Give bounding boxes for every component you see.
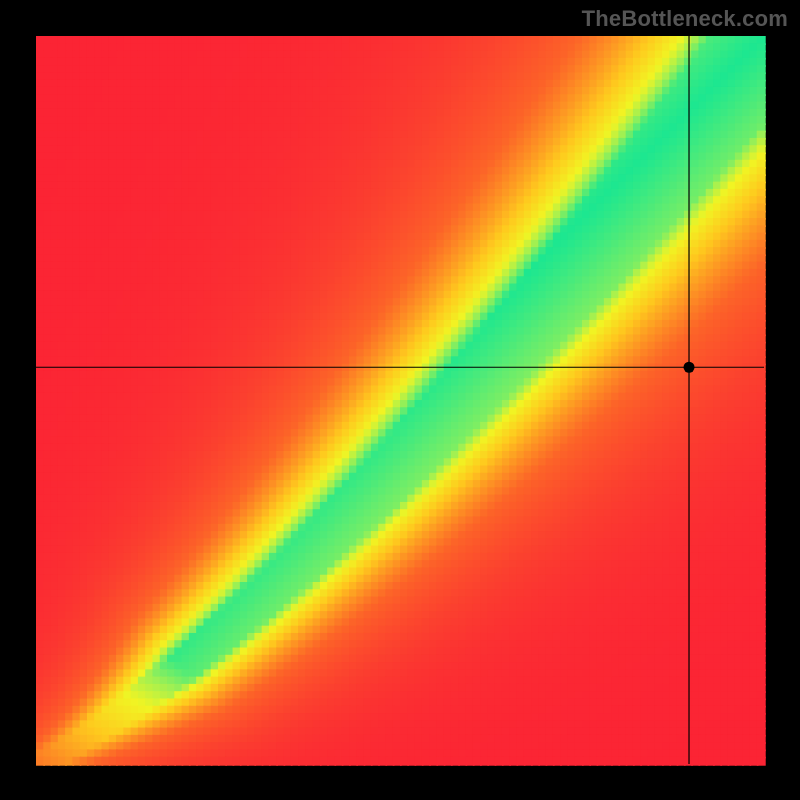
watermark-text: TheBottleneck.com bbox=[582, 6, 788, 32]
bottleneck-heatmap bbox=[0, 0, 800, 800]
chart-container: TheBottleneck.com bbox=[0, 0, 800, 800]
